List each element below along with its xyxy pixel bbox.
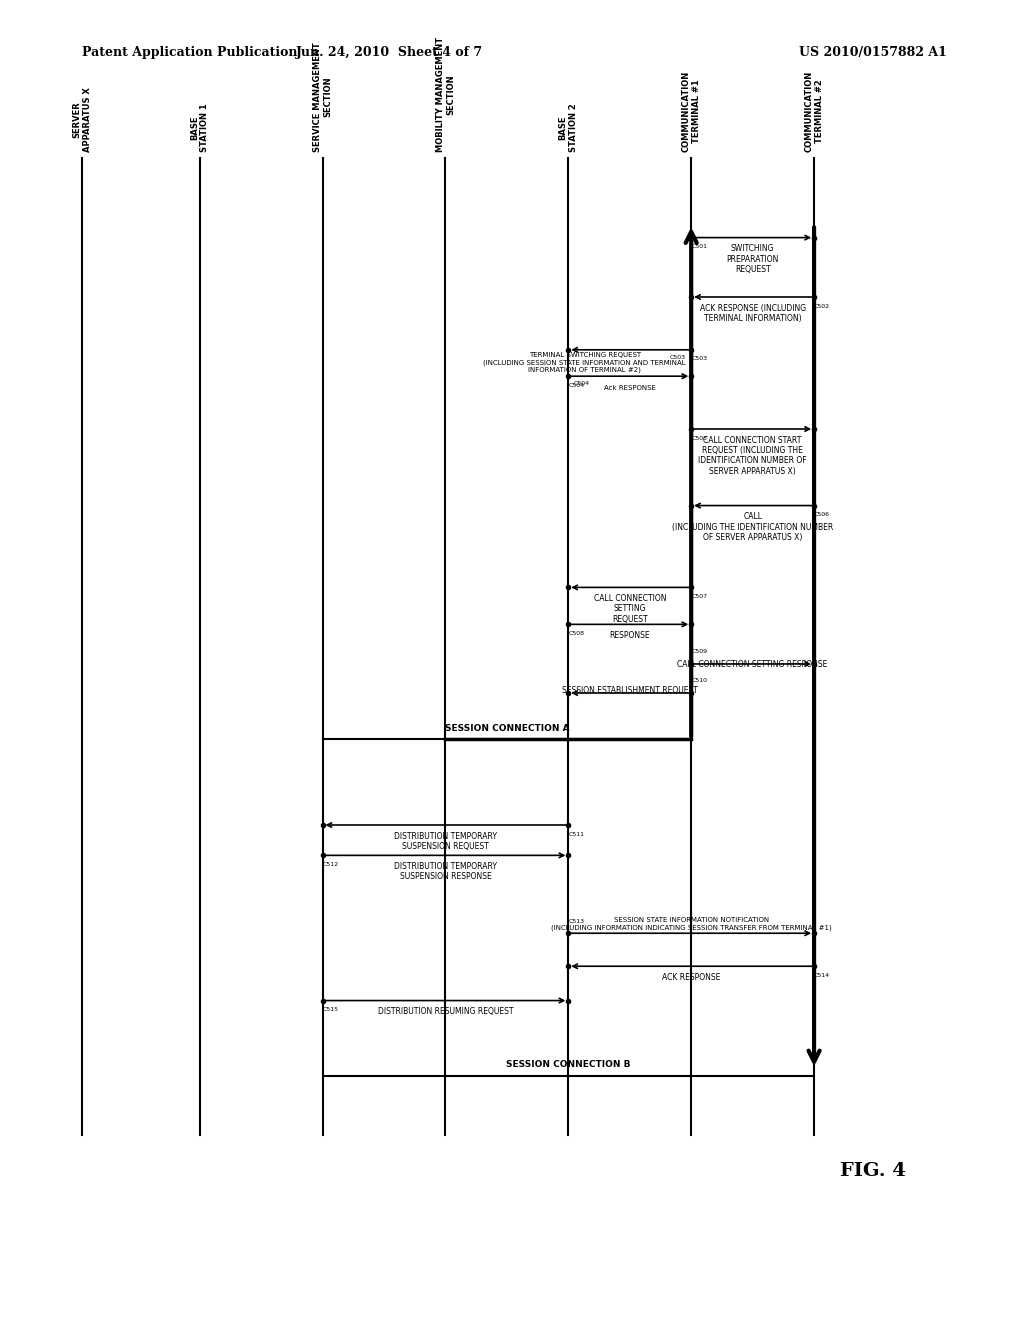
Text: C511: C511	[568, 832, 585, 837]
Text: TERMINAL SWITCHING REQUEST
(INCLUDING SESSION STATE INFORMATION AND TERMINAL
INF: TERMINAL SWITCHING REQUEST (INCLUDING SE…	[483, 352, 686, 374]
Text: C507: C507	[691, 594, 708, 599]
Text: DISTRIBUTION TEMPORARY
SUSPENSION RESPONSE: DISTRIBUTION TEMPORARY SUSPENSION RESPON…	[394, 862, 497, 882]
Text: ACK RESPONSE: ACK RESPONSE	[662, 973, 721, 982]
Text: SESSION CONNECTION A: SESSION CONNECTION A	[444, 723, 569, 733]
Text: C510: C510	[691, 678, 708, 684]
Text: US 2010/0157882 A1: US 2010/0157882 A1	[799, 46, 946, 59]
Text: C508: C508	[568, 631, 585, 636]
Text: C503: C503	[691, 356, 708, 362]
Text: C502: C502	[814, 304, 830, 309]
Text: DISTRIBUTION RESUMING REQUEST: DISTRIBUTION RESUMING REQUEST	[378, 1007, 513, 1016]
Text: C506: C506	[814, 512, 830, 517]
Text: C509: C509	[691, 649, 708, 655]
Text: SESSION CONNECTION B: SESSION CONNECTION B	[506, 1060, 631, 1069]
Text: MOBILITY MANAGEMENT
SECTION: MOBILITY MANAGEMENT SECTION	[436, 37, 455, 152]
Text: C503: C503	[670, 355, 686, 360]
Text: Ack RESPONSE: Ack RESPONSE	[604, 385, 655, 392]
Text: FIG. 4: FIG. 4	[840, 1162, 905, 1180]
Text: SESSION STATE INFORMATION NOTIFICATION
(INCLUDING INFORMATION INDICATING SESSION: SESSION STATE INFORMATION NOTIFICATION (…	[551, 917, 831, 931]
Text: SESSION ESTABLISHMENT REQUEST: SESSION ESTABLISHMENT REQUEST	[562, 686, 697, 696]
Text: RESPONSE: RESPONSE	[609, 631, 650, 640]
Text: C514: C514	[814, 973, 830, 978]
Text: COMMUNICATION
TERMINAL #2: COMMUNICATION TERMINAL #2	[805, 70, 823, 152]
Text: BASE
STATION 1: BASE STATION 1	[190, 103, 209, 152]
Text: C504: C504	[573, 381, 590, 387]
Text: C505: C505	[691, 436, 708, 441]
Text: C501: C501	[691, 244, 708, 249]
Text: SERVER
APPARATUS X: SERVER APPARATUS X	[73, 87, 91, 152]
Text: CALL
(INCLUDING THE IDENTIFICATION NUMBER
OF SERVER APPARATUS X): CALL (INCLUDING THE IDENTIFICATION NUMBE…	[672, 512, 834, 543]
Text: CALL CONNECTION START
REQUEST (INCLUDING THE
IDENTIFICATION NUMBER OF
SERVER APP: CALL CONNECTION START REQUEST (INCLUDING…	[698, 436, 807, 475]
Text: CALL CONNECTION SETTING RESPONSE: CALL CONNECTION SETTING RESPONSE	[678, 660, 827, 669]
Text: Jun. 24, 2010  Sheet 4 of 7: Jun. 24, 2010 Sheet 4 of 7	[296, 46, 482, 59]
Text: C515: C515	[323, 1007, 339, 1012]
Text: CALL CONNECTION
SETTING
REQUEST: CALL CONNECTION SETTING REQUEST	[594, 594, 666, 624]
Text: C504: C504	[568, 383, 585, 388]
Text: DISTRIBUTION TEMPORARY
SUSPENSION REQUEST: DISTRIBUTION TEMPORARY SUSPENSION REQUES…	[394, 832, 497, 851]
Text: C513: C513	[568, 919, 585, 924]
Text: Patent Application Publication: Patent Application Publication	[82, 46, 297, 59]
Text: SERVICE MANAGEMENT
SECTION: SERVICE MANAGEMENT SECTION	[313, 42, 332, 152]
Text: ACK RESPONSE (INCLUDING
TERMINAL INFORMATION): ACK RESPONSE (INCLUDING TERMINAL INFORMA…	[699, 304, 806, 323]
Text: C512: C512	[323, 862, 339, 867]
Text: COMMUNICATION
TERMINAL #1: COMMUNICATION TERMINAL #1	[682, 70, 700, 152]
Text: SWITCHING
PREPARATION
REQUEST: SWITCHING PREPARATION REQUEST	[726, 244, 779, 275]
Text: BASE
STATION 2: BASE STATION 2	[559, 103, 578, 152]
